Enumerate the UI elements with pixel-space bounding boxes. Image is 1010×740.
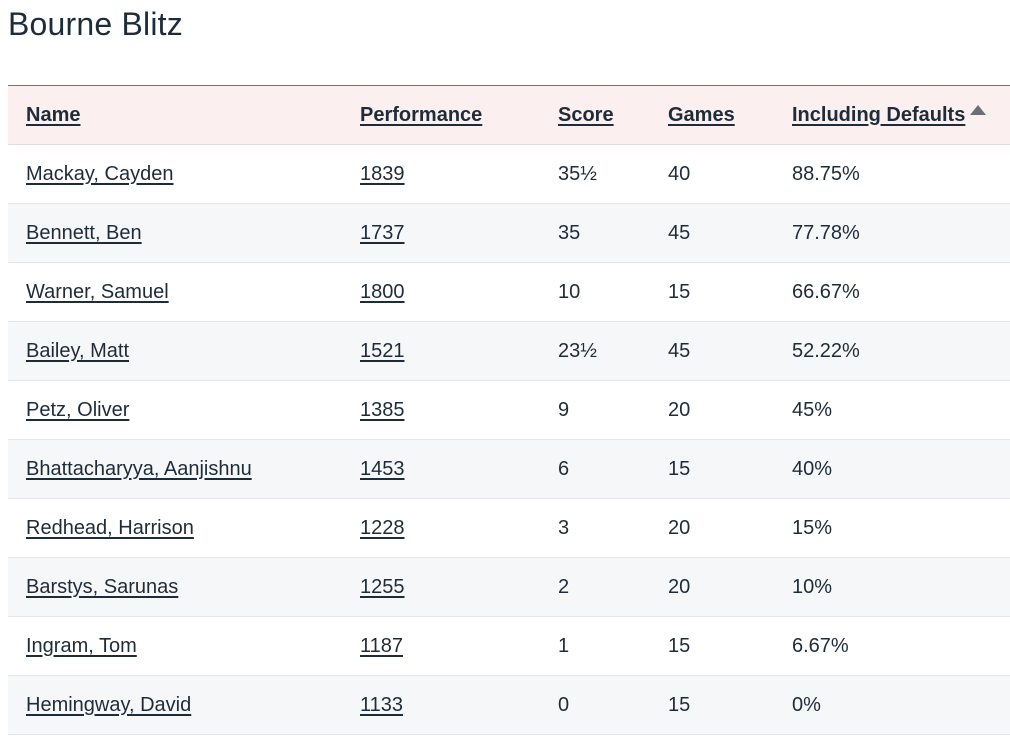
- including-defaults-cell: 40%: [792, 457, 833, 480]
- score-cell: 10: [558, 280, 581, 303]
- cell-performance: 1385: [342, 381, 540, 440]
- cell-name: Ingram, Tom: [8, 617, 342, 676]
- including-defaults-cell: 88.75%: [792, 162, 860, 185]
- table-row: Bennett, Ben 1737 35 45 77.78%: [8, 203, 1010, 263]
- including-defaults-cell: 10%: [792, 575, 833, 598]
- table-row: Warner, Samuel 1800 10 15 66.67%: [8, 263, 1010, 322]
- score-cell: 1: [558, 634, 570, 657]
- games-cell: 45: [668, 221, 691, 244]
- header-row: Name Performance Score Games Including D…: [8, 85, 1010, 145]
- performance-link[interactable]: 1228: [360, 516, 405, 539]
- sort-by-performance-link[interactable]: Performance: [360, 103, 483, 126]
- sort-by-games-link[interactable]: Games: [668, 103, 735, 126]
- player-name-link[interactable]: Hemingway, David: [26, 693, 192, 716]
- player-name-link[interactable]: Petz, Oliver: [26, 398, 130, 421]
- cell-performance: 1453: [342, 440, 540, 499]
- games-cell: 15: [668, 457, 691, 480]
- games-cell: 20: [668, 516, 691, 539]
- cell-performance: 1737: [342, 204, 540, 263]
- including-defaults-cell: 6.67%: [792, 634, 849, 657]
- table-row: Bailey, Matt 1521 23½ 45 52.22%: [8, 321, 1010, 381]
- player-name-link[interactable]: Bennett, Ben: [26, 221, 142, 244]
- cell-name: Redhead, Harrison: [8, 499, 342, 558]
- including-defaults-cell: 52.22%: [792, 339, 860, 362]
- table-row: Hemingway, David 1133 0 15 0%: [8, 675, 1010, 735]
- player-name-link[interactable]: Ingram, Tom: [26, 634, 137, 657]
- table-row: Barstys, Sarunas 1255 2 20 10%: [8, 557, 1010, 617]
- including-defaults-cell: 66.67%: [792, 280, 860, 303]
- cell-performance: 1228: [342, 499, 540, 558]
- performance-link[interactable]: 1839: [360, 162, 405, 185]
- score-cell: 6: [558, 457, 570, 480]
- performance-link[interactable]: 1133: [360, 693, 404, 716]
- performance-link[interactable]: 1187: [360, 634, 404, 657]
- cell-name: Petz, Oliver: [8, 381, 342, 440]
- score-cell: 9: [558, 398, 570, 421]
- table-header: Name Performance Score Games Including D…: [8, 85, 1010, 145]
- column-header-games: Games: [650, 85, 774, 145]
- column-header-performance: Performance: [342, 85, 540, 145]
- performance-link[interactable]: 1453: [360, 457, 405, 480]
- table-row: Redhead, Harrison 1228 3 20 15%: [8, 499, 1010, 558]
- games-cell: 20: [668, 575, 691, 598]
- score-cell: 35: [558, 221, 581, 244]
- cell-performance: 1839: [342, 145, 540, 204]
- sort-by-including-defaults-link[interactable]: Including Defaults: [792, 103, 966, 126]
- cell-performance: 1187: [342, 617, 540, 676]
- table-body: Mackay, Cayden 1839 35½ 40 88.75% Bennett, Be…: [8, 145, 1010, 735]
- player-name-link[interactable]: Mackay, Cayden: [26, 162, 174, 185]
- performance-link[interactable]: 1255: [360, 575, 405, 598]
- player-name-link[interactable]: Barstys, Sarunas: [26, 575, 179, 598]
- cell-name: Warner, Samuel: [8, 263, 342, 322]
- results-table: Name Performance Score Games Including D…: [8, 85, 1010, 735]
- player-name-link[interactable]: Redhead, Harrison: [26, 516, 194, 539]
- cell-name: Bailey, Matt: [8, 322, 342, 381]
- games-cell: 20: [668, 398, 691, 421]
- score-cell: 3: [558, 516, 570, 539]
- cell-performance: 1255: [342, 558, 540, 617]
- performance-link[interactable]: 1800: [360, 280, 405, 303]
- cell-name: Hemingway, David: [8, 676, 342, 735]
- cell-name: Bhattacharyya, Aanjishnu: [8, 440, 342, 499]
- performance-link[interactable]: 1385: [360, 398, 405, 421]
- table-row: Petz, Oliver 1385 9 20 45%: [8, 381, 1010, 440]
- score-cell: 23½: [558, 339, 597, 362]
- performance-link[interactable]: 1521: [360, 339, 405, 362]
- games-cell: 45: [668, 339, 691, 362]
- cell-name: Barstys, Sarunas: [8, 558, 342, 617]
- player-name-link[interactable]: Bailey, Matt: [26, 339, 129, 362]
- sort-by-name-link[interactable]: Name: [26, 103, 81, 126]
- performance-link[interactable]: 1737: [360, 221, 405, 244]
- player-name-link[interactable]: Bhattacharyya, Aanjishnu: [26, 457, 252, 480]
- column-header-name: Name: [8, 85, 342, 145]
- score-cell: 2: [558, 575, 570, 598]
- games-cell: 15: [668, 693, 691, 716]
- column-header-including-defaults: Including Defaults: [774, 85, 1010, 145]
- column-header-score: Score: [540, 85, 650, 145]
- including-defaults-cell: 77.78%: [792, 221, 860, 244]
- games-cell: 15: [668, 280, 691, 303]
- page-title: Bourne Blitz: [8, 6, 183, 42]
- cell-name: Mackay, Cayden: [8, 145, 342, 204]
- games-cell: 15: [668, 634, 691, 657]
- score-cell: 35½: [558, 162, 597, 185]
- table-row: Mackay, Cayden 1839 35½ 40 88.75%: [8, 145, 1010, 204]
- score-cell: 0: [558, 693, 570, 716]
- triangle-up-icon[interactable]: [970, 104, 987, 115]
- games-cell: 40: [668, 162, 691, 185]
- sort-by-score-link[interactable]: Score: [558, 103, 614, 126]
- including-defaults-cell: 0%: [792, 693, 821, 716]
- cell-performance: 1133: [342, 676, 540, 735]
- table-row: Bhattacharyya, Aanjishnu 1453 6 15 40%: [8, 439, 1010, 499]
- cell-name: Bennett, Ben: [8, 204, 342, 263]
- player-name-link[interactable]: Warner, Samuel: [26, 280, 169, 303]
- cell-performance: 1521: [342, 322, 540, 381]
- cell-performance: 1800: [342, 263, 540, 322]
- table-row: Ingram, Tom 1187 1 15 6.67%: [8, 617, 1010, 676]
- including-defaults-cell: 45%: [792, 398, 833, 421]
- including-defaults-cell: 15%: [792, 516, 833, 539]
